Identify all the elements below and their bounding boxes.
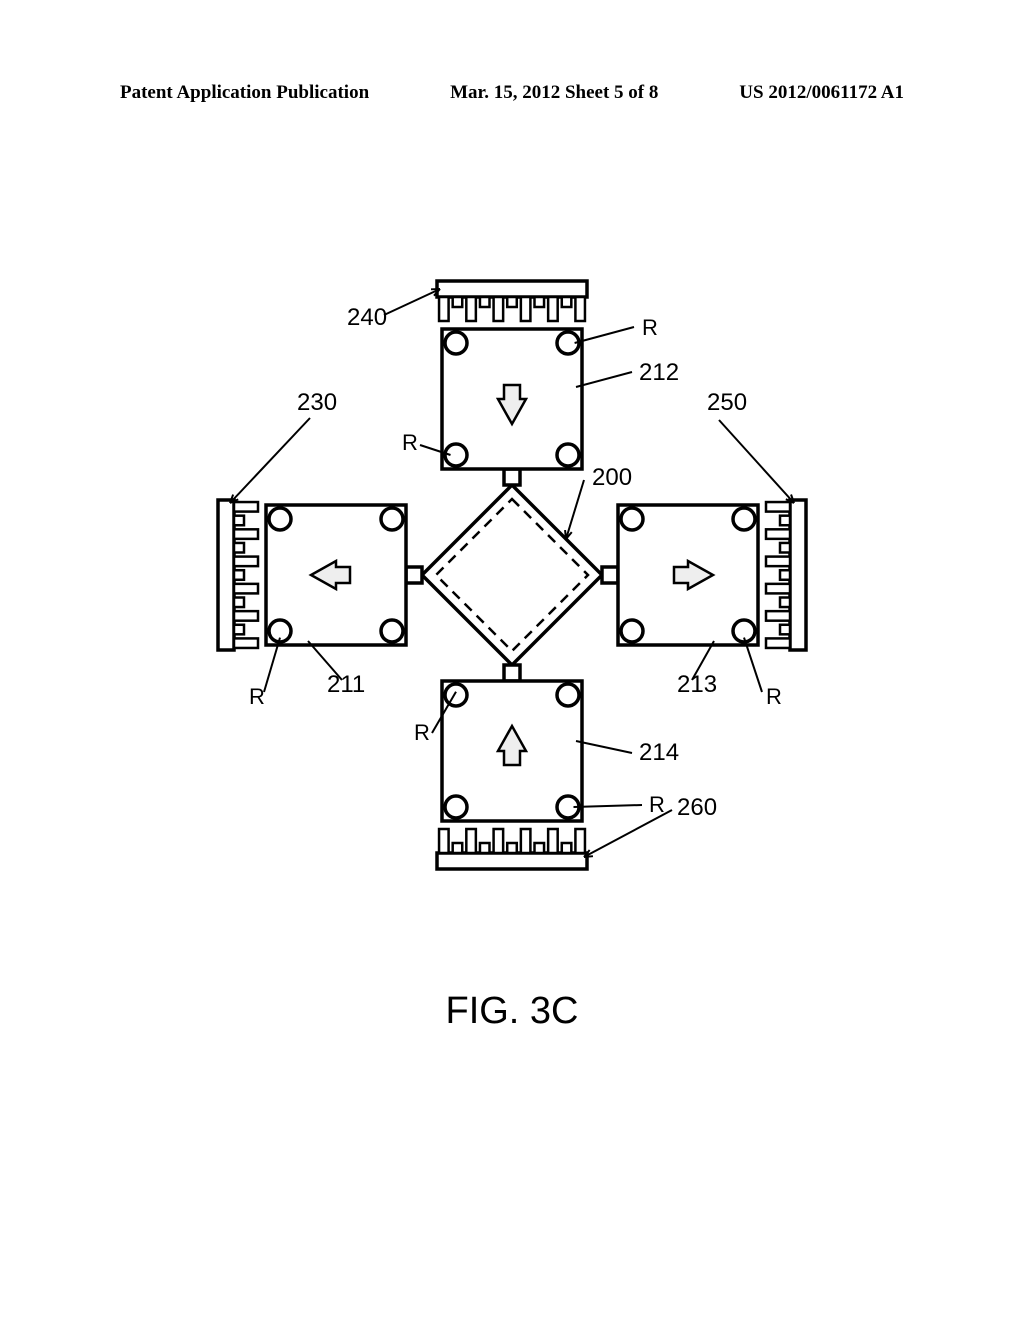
svg-text:230: 230 xyxy=(297,389,337,416)
svg-text:200: 200 xyxy=(592,464,632,491)
svg-text:R: R xyxy=(642,315,658,340)
figure-caption: FIG. 3C xyxy=(0,990,1024,1033)
svg-text:R: R xyxy=(414,720,430,745)
svg-text:250: 250 xyxy=(707,389,747,416)
svg-text:R: R xyxy=(766,684,782,709)
svg-text:214: 214 xyxy=(639,739,679,766)
header-left: Patent Application Publication xyxy=(120,82,369,104)
svg-text:R: R xyxy=(249,684,265,709)
figure-svg: 240 212 230 250 200 211 213 214 260 R R R R R R xyxy=(152,260,872,890)
svg-text:260: 260 xyxy=(677,794,717,821)
header-center: Mar. 15, 2012 Sheet 5 of 8 xyxy=(450,82,658,104)
svg-text:240: 240 xyxy=(347,304,387,331)
figure-area: 240 212 230 250 200 211 213 214 260 R R R R R R xyxy=(152,260,872,890)
svg-text:211: 211 xyxy=(327,671,365,698)
header-right: US 2012/0061172 A1 xyxy=(739,82,904,104)
svg-text:212: 212 xyxy=(639,359,679,386)
svg-text:R: R xyxy=(649,792,665,817)
header: Patent Application Publication Mar. 15, … xyxy=(0,82,1024,104)
svg-text:R: R xyxy=(402,430,418,455)
svg-text:213: 213 xyxy=(677,671,717,698)
